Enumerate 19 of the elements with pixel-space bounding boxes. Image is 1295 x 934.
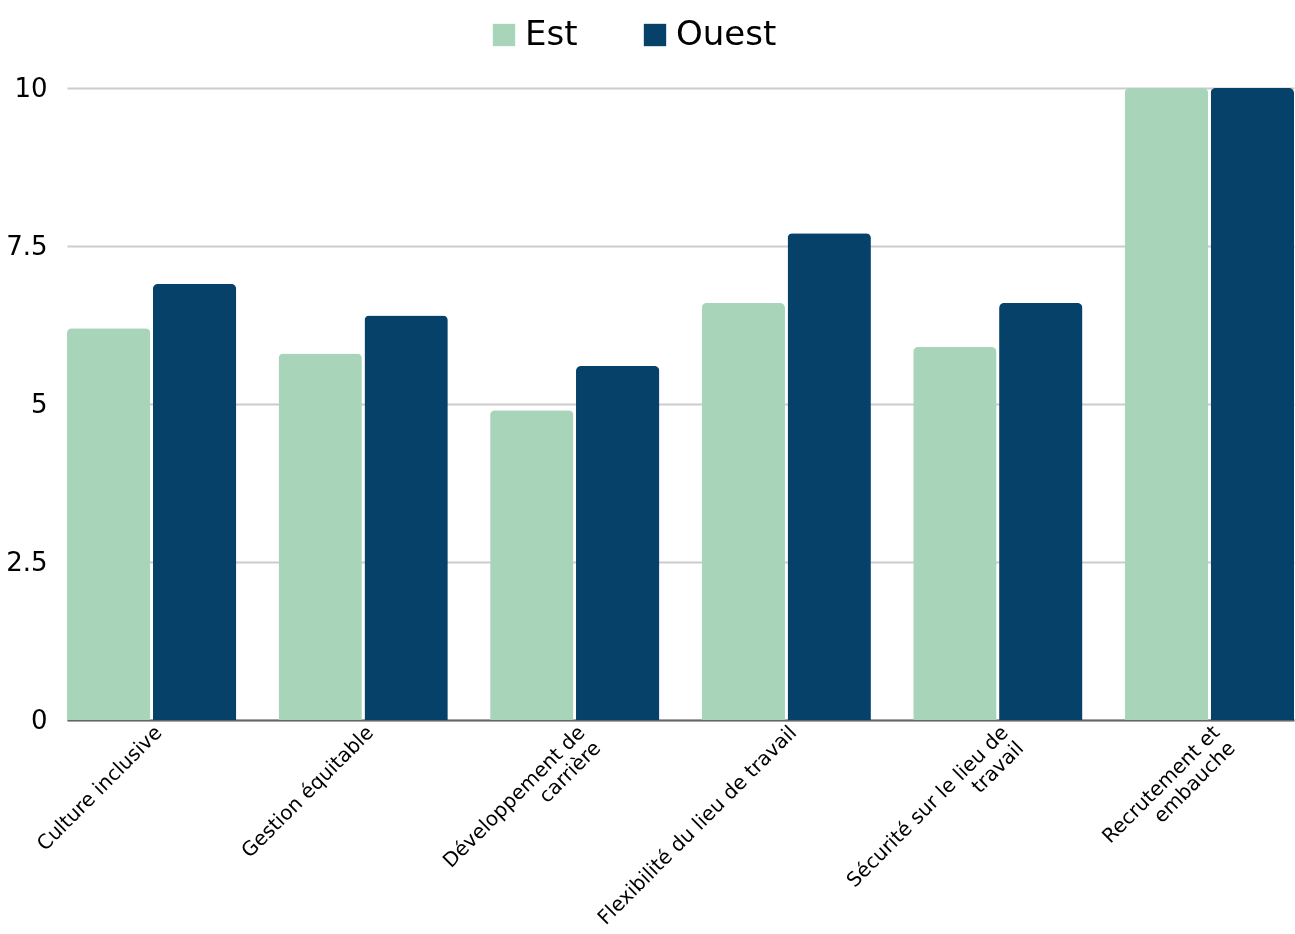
bar bbox=[787, 233, 871, 720]
y-tick-label: 0 bbox=[30, 704, 48, 735]
bar bbox=[1210, 88, 1294, 720]
legend-label: Est bbox=[525, 13, 578, 53]
y-tick-label: 7.5 bbox=[6, 230, 48, 261]
bar bbox=[278, 353, 362, 720]
bar bbox=[364, 315, 448, 720]
bar bbox=[999, 302, 1083, 720]
bar bbox=[152, 283, 237, 720]
y-tick-label: 2.5 bbox=[6, 546, 48, 577]
bar bbox=[701, 302, 785, 720]
bar bbox=[490, 410, 574, 720]
bar bbox=[67, 328, 151, 720]
bar bbox=[1124, 88, 1209, 720]
bar bbox=[576, 366, 660, 720]
y-tick-label: 10 bbox=[14, 72, 48, 103]
legend-label: Ouest bbox=[676, 13, 777, 53]
y-tick-label: 5 bbox=[30, 388, 48, 419]
bar bbox=[913, 347, 997, 720]
